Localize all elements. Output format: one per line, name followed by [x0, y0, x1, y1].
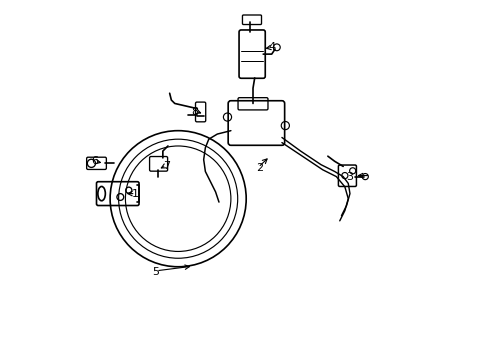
- Text: 6: 6: [91, 156, 98, 166]
- Text: 8: 8: [191, 107, 198, 117]
- Text: 4: 4: [267, 42, 275, 52]
- Text: 3: 3: [346, 172, 353, 181]
- Text: 2: 2: [256, 163, 263, 173]
- Text: 1: 1: [132, 189, 139, 199]
- Text: 7: 7: [163, 161, 169, 171]
- Text: 5: 5: [152, 267, 159, 277]
